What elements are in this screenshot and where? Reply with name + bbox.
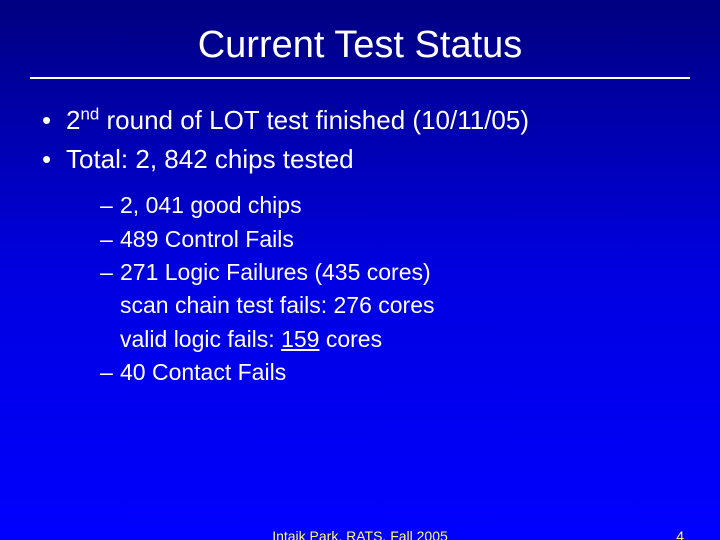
sub-bullet-1: 2, 041 good chips [100,189,690,222]
sub-bullet-3b-pre: valid logic fails: [120,326,281,352]
sub-bullet-3b: valid logic fails: 159 cores [100,323,690,356]
slide-title: Current Test Status [0,0,720,77]
sub-bullet-3b-underline: 159 [281,326,319,352]
sub-bullet-3: 271 Logic Failures (435 cores) [100,256,690,289]
bullet-2: Total: 2, 842 chips tested [42,142,690,177]
sub-bullet-3b-post: cores [319,326,382,352]
bullet-1-sup: nd [80,104,99,123]
content-area: 2nd round of LOT test finished (10/11/05… [0,103,720,389]
bullet-1-prefix: 2 [66,105,80,135]
sub-bullet-4: 40 Contact Fails [100,356,690,389]
slide: Current Test Status 2nd round of LOT tes… [0,0,720,540]
title-underline [30,77,690,79]
sub-bullet-3a: scan chain test fails: 276 cores [100,289,690,322]
footer-page-number: 4 [676,528,684,540]
footer-center: Intaik Park, RATS, Fall 2005 [0,528,720,540]
bullet-1: 2nd round of LOT test finished (10/11/05… [42,103,690,138]
sub-bullet-2: 489 Control Fails [100,223,690,256]
bullet-1-rest: round of LOT test finished (10/11/05) [99,105,529,135]
sub-bullet-list: 2, 041 good chips 489 Control Fails 271 … [42,189,690,389]
